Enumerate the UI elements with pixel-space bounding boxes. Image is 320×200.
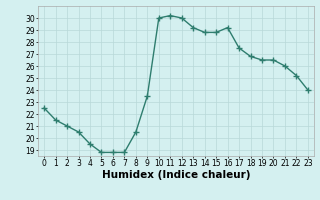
- X-axis label: Humidex (Indice chaleur): Humidex (Indice chaleur): [102, 170, 250, 180]
